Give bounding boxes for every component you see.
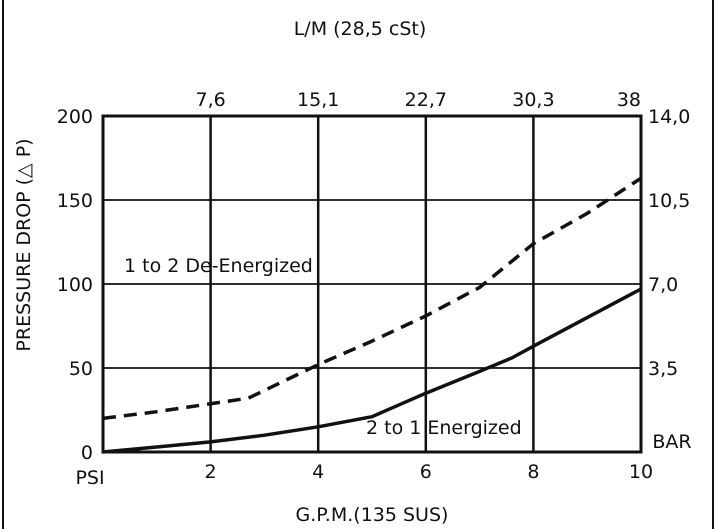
x-tick-label: 4: [312, 461, 324, 483]
x-axis-title: G.P.M.(135 SUS): [296, 504, 449, 526]
x-tick-label: 2: [205, 461, 217, 483]
right-tick-label: 14,0: [648, 106, 690, 128]
plot-frame: [101, 114, 643, 454]
y-tick-label: 50: [69, 358, 93, 380]
right-unit-label: BAR: [652, 431, 691, 453]
y-tick-label: 150: [57, 190, 93, 212]
top-tick-label: 15,1: [297, 89, 339, 111]
x-tick-label: 10: [629, 461, 653, 483]
right-tick-label: 7,0: [648, 274, 678, 296]
right-tick-label: 3,5: [648, 358, 678, 380]
series-label: 2 to 1 Energized: [366, 417, 522, 439]
top-tick-label: 30,3: [512, 89, 554, 111]
tick-labels: 2 7,6 4 15,1 6 22,7 8 30,3 10 38 0 50 100 150 200 3,5 7,…: [57, 89, 691, 483]
grid: [103, 116, 641, 452]
series-lines: [102, 176, 642, 454]
right-tick-label: 10,5: [648, 190, 690, 212]
top-tick-label: 7,6: [195, 89, 225, 111]
series-line: [102, 176, 642, 421]
top-tick-label: 38: [617, 89, 641, 111]
series-label: 1 to 2 De-Energized: [124, 255, 313, 277]
y-tick-label: 0: [81, 442, 93, 464]
series-labels: 1 to 2 De-Energized 2 to 1 Energized: [124, 255, 522, 439]
y-tick-label: 200: [57, 106, 93, 128]
x-tick-label: 8: [527, 461, 539, 483]
y-axis-title: PRESSURE DROP (△ P): [13, 138, 35, 351]
top-tick-label: 22,7: [405, 89, 447, 111]
top-axis-title: L/M (28,5 cSt): [294, 18, 427, 40]
y-tick-label: 100: [57, 274, 93, 296]
x-tick-label: 6: [420, 461, 432, 483]
series-line: [102, 287, 642, 454]
left-unit-label: PSI: [75, 467, 104, 489]
